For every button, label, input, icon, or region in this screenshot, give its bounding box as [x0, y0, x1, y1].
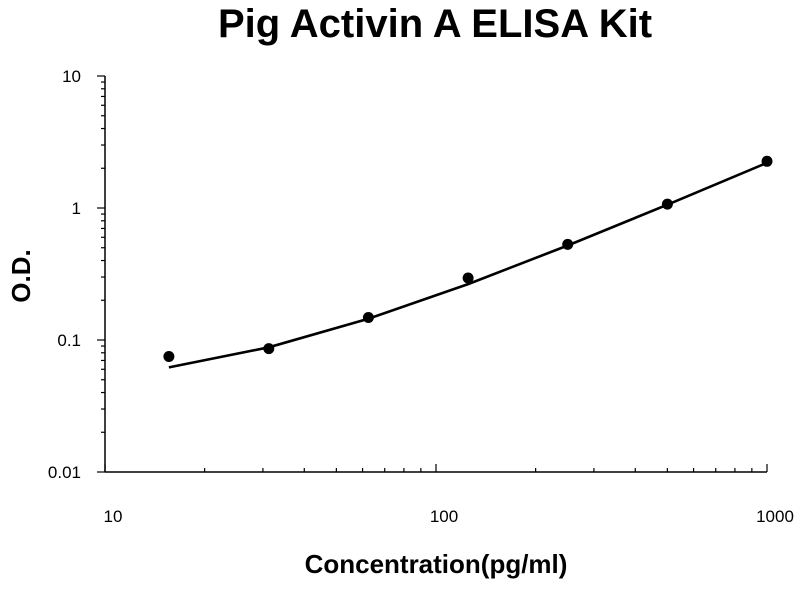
y-tick-label: 0.01 [48, 463, 81, 482]
data-point [761, 155, 773, 167]
x-axis-ticks: 10 100 1000 [104, 464, 794, 526]
x-tick-label: 100 [430, 507, 458, 526]
data-point [462, 272, 474, 284]
chart-title: Pig Activin A ELISA Kit [218, 2, 652, 46]
fit-curve [168, 161, 768, 369]
y-tick-label: 0.1 [57, 331, 81, 350]
data-point [163, 351, 175, 362]
y-axis-label: O.D. [6, 249, 36, 302]
data-point [562, 238, 574, 250]
data-point [263, 343, 275, 355]
x-tick-label: 10 [104, 507, 123, 526]
y-tick-label: 1 [72, 199, 81, 218]
axes [104, 76, 767, 473]
y-axis-ticks: 0.01 0.1 1 10 [48, 67, 105, 482]
x-axis-label: Concentration(pg/ml) [305, 549, 568, 579]
x-tick-label: 1000 [756, 507, 794, 526]
y-tick-label: 10 [62, 67, 81, 86]
data-point [362, 312, 374, 323]
data-point [661, 198, 673, 210]
plot-area [163, 155, 773, 369]
